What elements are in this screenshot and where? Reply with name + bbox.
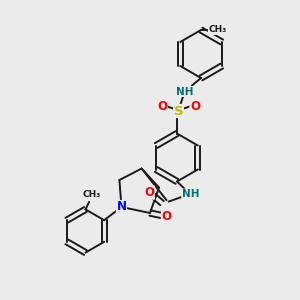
Text: S: S	[174, 104, 183, 118]
Text: O: O	[190, 100, 200, 113]
Text: O: O	[144, 186, 154, 199]
Text: O: O	[161, 209, 172, 223]
Text: NH: NH	[176, 86, 193, 97]
Text: O: O	[157, 100, 167, 113]
Text: CH₃: CH₃	[83, 190, 101, 199]
Text: CH₃: CH₃	[208, 26, 226, 34]
Text: NH: NH	[182, 189, 199, 199]
Text: N: N	[116, 200, 127, 214]
